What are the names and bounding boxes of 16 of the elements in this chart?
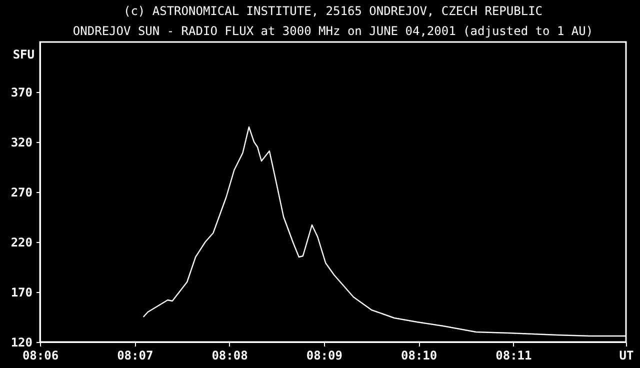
- x-tick-label: 08:08: [212, 348, 248, 362]
- y-tick-label: 220: [10, 236, 32, 250]
- y-tick-label: 320: [10, 136, 32, 150]
- chart-subtitle: ONDREJOV SUN - RADIO FLUX at 3000 MHz on JUNE 04,2001 (adjusted to 1 AU): [72, 24, 594, 38]
- x-tick-label: 08:06: [22, 348, 59, 362]
- x-tick-label: 08:09: [306, 348, 342, 362]
- x-tick-label: 08:07: [117, 348, 154, 362]
- x-tick-label: UT: [619, 348, 634, 362]
- y-tick-label: 270: [10, 186, 32, 200]
- y-tick-label: 370: [10, 86, 32, 100]
- y-tick-label: 170: [10, 286, 32, 300]
- y-axis-title: SFU: [12, 48, 34, 62]
- y-tick-label: 120: [10, 336, 32, 350]
- x-tick-label: 08:10: [400, 348, 438, 362]
- x-tick-label: 08:11: [496, 348, 532, 362]
- chart-title: (c) ASTRONOMICAL INSTITUTE, 25165 ONDREJOV, CZECH REPUBLIC: [123, 4, 543, 18]
